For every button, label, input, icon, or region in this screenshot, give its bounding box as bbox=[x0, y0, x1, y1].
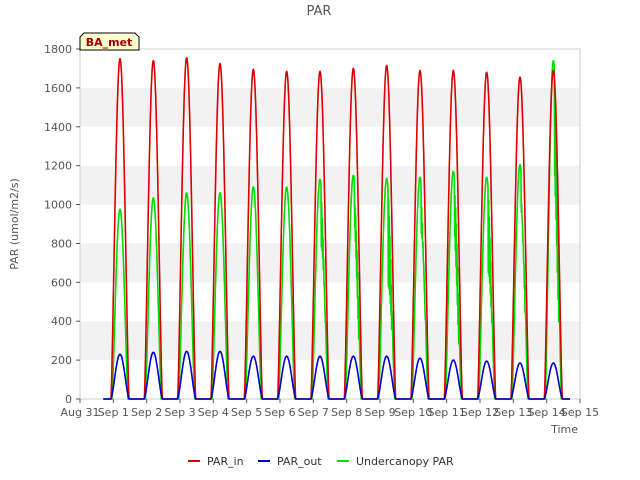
y-tick-label: 800 bbox=[51, 237, 72, 250]
grid-bands bbox=[80, 49, 580, 399]
x-tick-label: Aug 31 bbox=[61, 406, 100, 419]
x-axis-label: Time bbox=[550, 423, 578, 436]
x-tick-label: Sep 5 bbox=[231, 406, 262, 419]
x-tick-label: Sep 14 bbox=[528, 406, 566, 419]
legend: PAR_in PAR_out Undercanopy PAR bbox=[188, 455, 454, 468]
y-tick-label: 200 bbox=[51, 354, 72, 367]
y-tick-label: 0 bbox=[65, 393, 72, 406]
y-axis-label: PAR (umol/m2/s) bbox=[8, 178, 21, 270]
chart-title: PAR bbox=[307, 4, 332, 19]
series-line-par-out bbox=[102, 350, 571, 400]
grid-band bbox=[80, 282, 580, 322]
x-tick-label: Sep 4 bbox=[198, 406, 229, 419]
grid-band bbox=[80, 243, 580, 283]
legend-label: PAR_out bbox=[277, 455, 322, 468]
legend-label: PAR_in bbox=[207, 455, 244, 468]
annotation-shape bbox=[79, 32, 140, 51]
annotation-label: BA_met bbox=[86, 36, 133, 49]
grid-band bbox=[80, 321, 580, 361]
grid-band bbox=[80, 87, 580, 127]
x-tick-label: Sep 9 bbox=[364, 406, 395, 419]
y-tick-label: 1200 bbox=[44, 160, 72, 173]
grid-band bbox=[80, 204, 580, 244]
x-tick-label: Sep 6 bbox=[264, 406, 295, 419]
x-tick-label: Sep 3 bbox=[164, 406, 195, 419]
y-tick-label: 1000 bbox=[44, 199, 72, 212]
y-tick-label: 600 bbox=[51, 276, 72, 289]
x-tick-label: Sep 11 bbox=[428, 406, 466, 419]
x-tick-label: Sep 7 bbox=[298, 406, 329, 419]
x-tick-label: Sep 1 bbox=[98, 406, 129, 419]
legend-label: Undercanopy PAR bbox=[356, 455, 454, 468]
x-tick-label: Sep 13 bbox=[494, 406, 532, 419]
y-tick-label: 1400 bbox=[44, 121, 72, 134]
y-axis: 0 200 400 600 800 1000 1200 1400 1600 1800 bbox=[44, 43, 80, 406]
x-tick-label: Sep 10 bbox=[394, 406, 432, 419]
y-tick-label: 1600 bbox=[44, 82, 72, 95]
annotation-box: BA_met bbox=[79, 32, 140, 51]
y-tick-label: 1800 bbox=[44, 43, 72, 56]
grid-band bbox=[80, 360, 580, 399]
grid-band bbox=[80, 165, 580, 205]
y-tick-label: 400 bbox=[51, 315, 72, 328]
x-tick-label: Sep 8 bbox=[331, 406, 362, 419]
x-tick-label: Sep 12 bbox=[461, 406, 499, 419]
x-tick-label: Sep 15 bbox=[561, 406, 599, 419]
series-layer bbox=[102, 57, 571, 400]
x-tick-label: Sep 2 bbox=[131, 406, 162, 419]
grid-band bbox=[80, 49, 580, 88]
grid-band bbox=[80, 126, 580, 166]
